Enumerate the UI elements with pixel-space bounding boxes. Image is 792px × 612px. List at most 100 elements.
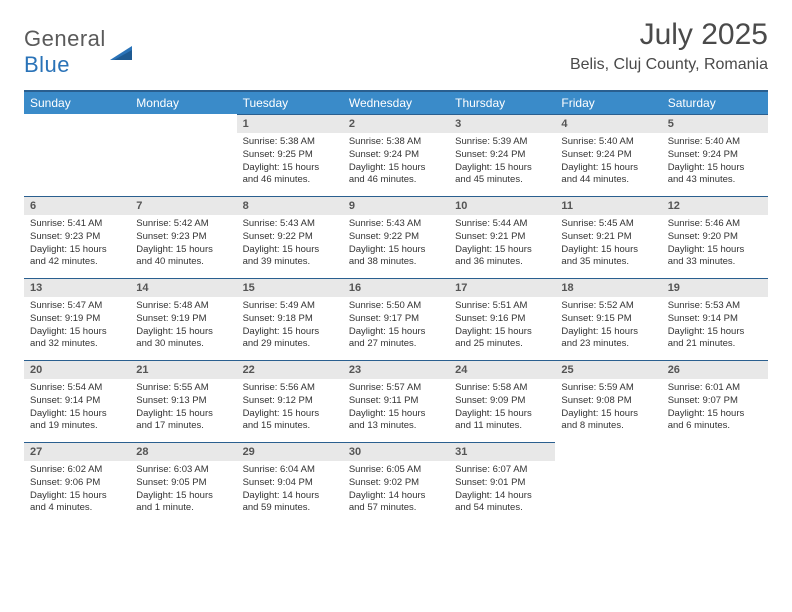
calendar-cell: [24, 114, 130, 196]
calendar-cell: 15Sunrise: 5:49 AMSunset: 9:18 PMDayligh…: [237, 278, 343, 360]
day-number: 29: [237, 442, 343, 461]
day-number: 28: [130, 442, 236, 461]
day-number: 16: [343, 278, 449, 297]
calendar-cell: 25Sunrise: 5:59 AMSunset: 9:08 PMDayligh…: [555, 360, 661, 442]
day-body: Sunrise: 5:45 AMSunset: 9:21 PMDaylight:…: [555, 215, 661, 273]
day-number: 19: [662, 278, 768, 297]
calendar-cell: 13Sunrise: 5:47 AMSunset: 9:19 PMDayligh…: [24, 278, 130, 360]
day-number: 20: [24, 360, 130, 379]
calendar-table: SundayMondayTuesdayWednesdayThursdayFrid…: [24, 90, 768, 524]
day-number: 3: [449, 114, 555, 133]
day-number: 10: [449, 196, 555, 215]
day-body: Sunrise: 5:44 AMSunset: 9:21 PMDaylight:…: [449, 215, 555, 273]
calendar-cell: 14Sunrise: 5:48 AMSunset: 9:19 PMDayligh…: [130, 278, 236, 360]
location: Belis, Cluj County, Romania: [570, 56, 768, 74]
calendar-cell: 23Sunrise: 5:57 AMSunset: 9:11 PMDayligh…: [343, 360, 449, 442]
day-body: Sunrise: 5:46 AMSunset: 9:20 PMDaylight:…: [662, 215, 768, 273]
calendar-cell: 6Sunrise: 5:41 AMSunset: 9:23 PMDaylight…: [24, 196, 130, 278]
calendar-cell: 9Sunrise: 5:43 AMSunset: 9:22 PMDaylight…: [343, 196, 449, 278]
calendar-cell: 31Sunrise: 6:07 AMSunset: 9:01 PMDayligh…: [449, 442, 555, 524]
day-number: 24: [449, 360, 555, 379]
calendar-cell: 21Sunrise: 5:55 AMSunset: 9:13 PMDayligh…: [130, 360, 236, 442]
day-body: Sunrise: 6:02 AMSunset: 9:06 PMDaylight:…: [24, 461, 130, 519]
logo-word-blue: Blue: [24, 52, 70, 77]
weekday-header: Monday: [130, 92, 236, 114]
logo-triangle-icon: [110, 44, 132, 60]
calendar-cell: 1Sunrise: 5:38 AMSunset: 9:25 PMDaylight…: [237, 114, 343, 196]
calendar-cell: 10Sunrise: 5:44 AMSunset: 9:21 PMDayligh…: [449, 196, 555, 278]
day-body: Sunrise: 5:56 AMSunset: 9:12 PMDaylight:…: [237, 379, 343, 437]
header: General Blue July 2025 Belis, Cluj Count…: [24, 18, 768, 78]
day-body: Sunrise: 5:43 AMSunset: 9:22 PMDaylight:…: [237, 215, 343, 273]
day-number: 30: [343, 442, 449, 461]
day-number: 7: [130, 196, 236, 215]
day-body: Sunrise: 5:59 AMSunset: 9:08 PMDaylight:…: [555, 379, 661, 437]
day-number: 18: [555, 278, 661, 297]
calendar-cell: 18Sunrise: 5:52 AMSunset: 9:15 PMDayligh…: [555, 278, 661, 360]
calendar-cell: 3Sunrise: 5:39 AMSunset: 9:24 PMDaylight…: [449, 114, 555, 196]
weekday-header: Thursday: [449, 92, 555, 114]
day-body: Sunrise: 5:42 AMSunset: 9:23 PMDaylight:…: [130, 215, 236, 273]
day-number: 25: [555, 360, 661, 379]
day-number: 6: [24, 196, 130, 215]
day-body: Sunrise: 6:04 AMSunset: 9:04 PMDaylight:…: [237, 461, 343, 519]
day-number: 21: [130, 360, 236, 379]
day-body: Sunrise: 5:55 AMSunset: 9:13 PMDaylight:…: [130, 379, 236, 437]
day-number: 15: [237, 278, 343, 297]
day-body: Sunrise: 5:51 AMSunset: 9:16 PMDaylight:…: [449, 297, 555, 355]
day-body: Sunrise: 5:39 AMSunset: 9:24 PMDaylight:…: [449, 133, 555, 191]
calendar-cell: 27Sunrise: 6:02 AMSunset: 9:06 PMDayligh…: [24, 442, 130, 524]
day-body: Sunrise: 5:47 AMSunset: 9:19 PMDaylight:…: [24, 297, 130, 355]
day-body: Sunrise: 5:54 AMSunset: 9:14 PMDaylight:…: [24, 379, 130, 437]
calendar-cell: 7Sunrise: 5:42 AMSunset: 9:23 PMDaylight…: [130, 196, 236, 278]
day-number: 26: [662, 360, 768, 379]
day-body: Sunrise: 6:07 AMSunset: 9:01 PMDaylight:…: [449, 461, 555, 519]
calendar-cell: 20Sunrise: 5:54 AMSunset: 9:14 PMDayligh…: [24, 360, 130, 442]
day-body: Sunrise: 5:40 AMSunset: 9:24 PMDaylight:…: [555, 133, 661, 191]
day-body: Sunrise: 5:49 AMSunset: 9:18 PMDaylight:…: [237, 297, 343, 355]
calendar-cell: 4Sunrise: 5:40 AMSunset: 9:24 PMDaylight…: [555, 114, 661, 196]
day-number: 1: [237, 114, 343, 133]
logo-word-general: General: [24, 26, 106, 51]
day-body: Sunrise: 6:03 AMSunset: 9:05 PMDaylight:…: [130, 461, 236, 519]
calendar-cell: [662, 442, 768, 524]
calendar-cell: 26Sunrise: 6:01 AMSunset: 9:07 PMDayligh…: [662, 360, 768, 442]
calendar-cell: 30Sunrise: 6:05 AMSunset: 9:02 PMDayligh…: [343, 442, 449, 524]
calendar-cell: 17Sunrise: 5:51 AMSunset: 9:16 PMDayligh…: [449, 278, 555, 360]
logo: General Blue: [24, 18, 132, 78]
day-body: Sunrise: 5:38 AMSunset: 9:24 PMDaylight:…: [343, 133, 449, 191]
day-number: 17: [449, 278, 555, 297]
day-body: Sunrise: 6:05 AMSunset: 9:02 PMDaylight:…: [343, 461, 449, 519]
day-number: 8: [237, 196, 343, 215]
day-body: Sunrise: 5:50 AMSunset: 9:17 PMDaylight:…: [343, 297, 449, 355]
day-body: Sunrise: 5:41 AMSunset: 9:23 PMDaylight:…: [24, 215, 130, 273]
day-body: Sunrise: 5:38 AMSunset: 9:25 PMDaylight:…: [237, 133, 343, 191]
day-number: 12: [662, 196, 768, 215]
day-number: 2: [343, 114, 449, 133]
day-body: Sunrise: 5:58 AMSunset: 9:09 PMDaylight:…: [449, 379, 555, 437]
calendar-cell: [130, 114, 236, 196]
day-number: 27: [24, 442, 130, 461]
calendar-cell: 29Sunrise: 6:04 AMSunset: 9:04 PMDayligh…: [237, 442, 343, 524]
weekday-header: Tuesday: [237, 92, 343, 114]
day-body: Sunrise: 5:53 AMSunset: 9:14 PMDaylight:…: [662, 297, 768, 355]
day-body: Sunrise: 5:40 AMSunset: 9:24 PMDaylight:…: [662, 133, 768, 191]
calendar-cell: 12Sunrise: 5:46 AMSunset: 9:20 PMDayligh…: [662, 196, 768, 278]
day-number: 11: [555, 196, 661, 215]
calendar-cell: [555, 442, 661, 524]
day-number: 9: [343, 196, 449, 215]
weekday-header: Saturday: [662, 92, 768, 114]
day-number: 5: [662, 114, 768, 133]
day-number: 14: [130, 278, 236, 297]
calendar-cell: 16Sunrise: 5:50 AMSunset: 9:17 PMDayligh…: [343, 278, 449, 360]
calendar-cell: 19Sunrise: 5:53 AMSunset: 9:14 PMDayligh…: [662, 278, 768, 360]
day-number: 4: [555, 114, 661, 133]
day-body: Sunrise: 5:43 AMSunset: 9:22 PMDaylight:…: [343, 215, 449, 273]
day-number: 23: [343, 360, 449, 379]
day-body: Sunrise: 5:48 AMSunset: 9:19 PMDaylight:…: [130, 297, 236, 355]
calendar-cell: 5Sunrise: 5:40 AMSunset: 9:24 PMDaylight…: [662, 114, 768, 196]
calendar-cell: 8Sunrise: 5:43 AMSunset: 9:22 PMDaylight…: [237, 196, 343, 278]
calendar-cell: 24Sunrise: 5:58 AMSunset: 9:09 PMDayligh…: [449, 360, 555, 442]
day-number: 31: [449, 442, 555, 461]
calendar-cell: 22Sunrise: 5:56 AMSunset: 9:12 PMDayligh…: [237, 360, 343, 442]
